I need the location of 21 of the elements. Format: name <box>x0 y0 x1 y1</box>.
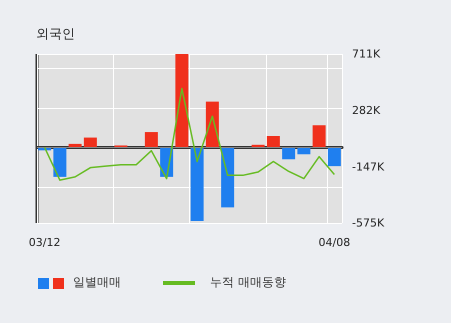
bar <box>53 147 66 177</box>
legend-label: 누적 매매동향 <box>210 275 286 289</box>
bar <box>297 147 310 154</box>
bar <box>190 147 204 222</box>
legend-label: 일별매매 <box>73 275 121 289</box>
line-series <box>44 88 336 181</box>
bar <box>312 125 326 148</box>
y-tick-label: 711K <box>352 48 381 60</box>
x-tick-label: 03/12 <box>28 236 60 249</box>
bar <box>84 138 97 148</box>
chart-title: 외국인 <box>36 27 75 42</box>
x-tick-label: 04/08 <box>318 236 350 249</box>
bar <box>266 136 280 148</box>
bar <box>175 54 188 148</box>
bar <box>282 147 296 160</box>
y-tick-label: -575K <box>352 216 385 230</box>
y-tick-label: 282K <box>352 104 381 117</box>
bar <box>221 147 234 208</box>
bar <box>144 132 158 148</box>
bar <box>328 147 341 166</box>
y-tick-label: -147K <box>352 160 385 174</box>
